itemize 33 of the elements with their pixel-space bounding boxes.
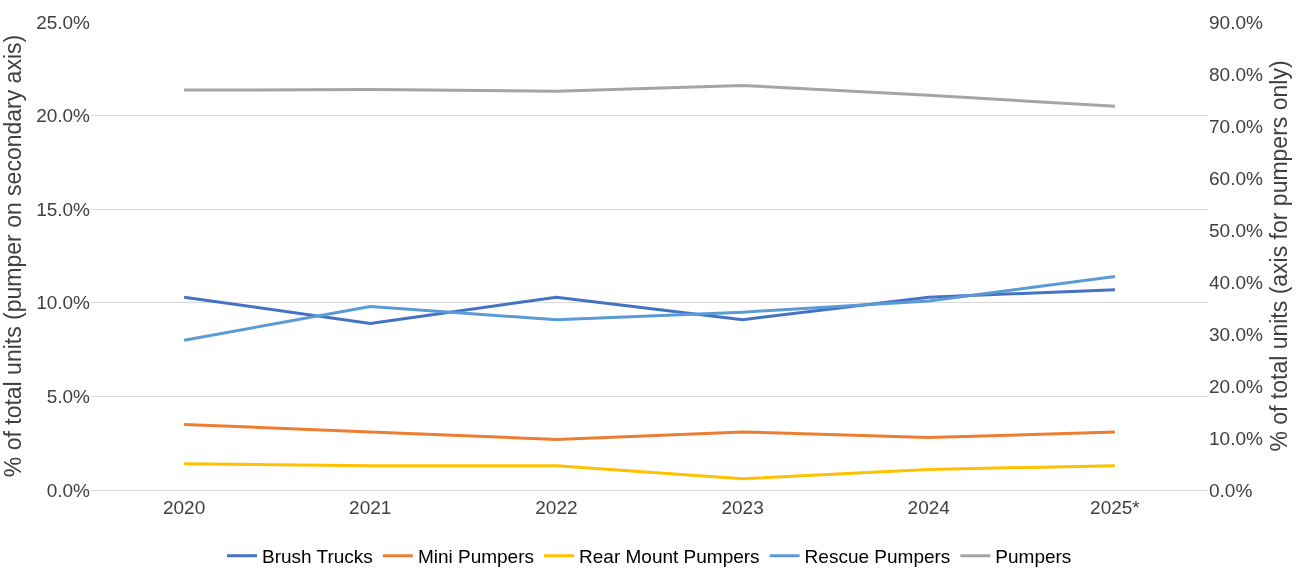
y-tick-label: 0.0%: [46, 479, 91, 501]
y2-tick-label: 10.0%: [1209, 427, 1263, 449]
y-tick-label: 25.0%: [36, 11, 91, 33]
y2-tick-label: 30.0%: [1209, 323, 1263, 345]
x-tick-label: 2024: [907, 496, 951, 518]
legend-label: Rear Mount Pumpers: [579, 546, 760, 568]
y-tick-label: 20.0%: [36, 105, 91, 127]
y2-tick-label: 40.0%: [1209, 271, 1263, 293]
x-tick-label: 2023: [721, 496, 764, 518]
y2-tick-label: 0.0%: [1209, 479, 1253, 501]
legend-label: Mini Pumpers: [417, 546, 535, 568]
y2-tick-label: 20.0%: [1209, 375, 1263, 397]
y2-tick-label: 50.0%: [1209, 219, 1263, 241]
y2-tick-label: 90.0%: [1209, 11, 1263, 33]
legend-label: Rescue Pumpers: [804, 546, 951, 568]
y2-tick-label: 60.0%: [1209, 167, 1263, 189]
y-tick-label: 5.0%: [46, 386, 91, 408]
x-tick-label: 2022: [535, 496, 578, 518]
line-series: [182, 83, 1117, 108]
y2-tick-label: 80.0%: [1209, 63, 1263, 85]
line-series: [182, 275, 1117, 342]
x-tick-label: 2021: [349, 496, 392, 518]
line-series: [182, 462, 1117, 481]
x-tick-label: 2020: [162, 496, 206, 518]
y-tick-label: 15.0%: [36, 198, 91, 220]
legend-label: Pumpers: [995, 546, 1072, 568]
y-axis-title: % of total units (pumper on secondary axis): [0, 34, 26, 478]
y2-axis-title: % of total units (axis for pumpers only): [1265, 60, 1292, 452]
y2-tick-label: 70.0%: [1209, 115, 1263, 137]
x-tick-label: 2025*: [1090, 496, 1141, 518]
y-tick-label: 10.0%: [36, 292, 91, 314]
legend-label: Brush Trucks: [262, 546, 373, 568]
line-series: [182, 422, 1117, 441]
